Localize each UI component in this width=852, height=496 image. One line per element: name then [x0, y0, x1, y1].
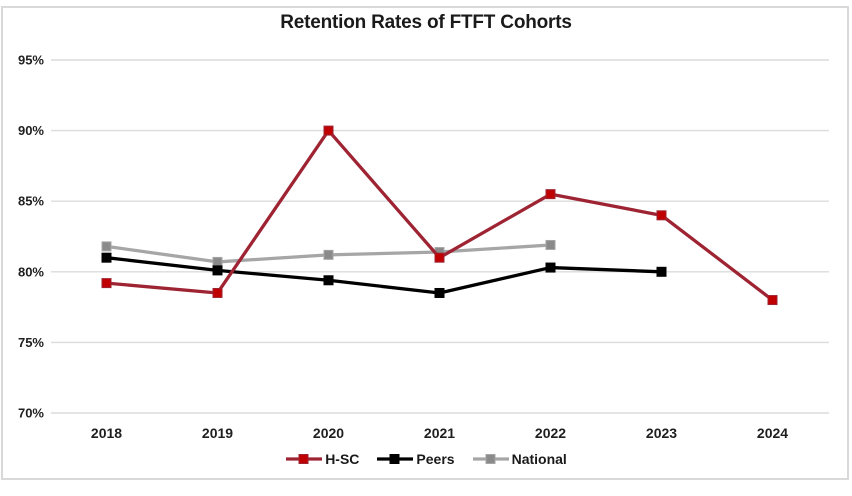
- data-point-marker: [212, 265, 223, 276]
- data-point-marker: [101, 241, 112, 252]
- y-tick-label: 85%: [18, 194, 44, 209]
- data-point-marker: [434, 287, 445, 298]
- data-point-marker: [545, 262, 556, 273]
- data-point-marker: [656, 210, 667, 221]
- legend-swatch-national: [472, 454, 509, 464]
- legend-marker: [485, 454, 496, 464]
- legend-marker: [389, 454, 400, 464]
- data-point-marker: [101, 278, 112, 289]
- data-point-marker: [212, 287, 223, 298]
- series-peers: [101, 252, 667, 298]
- x-tick-label: 2024: [757, 425, 788, 441]
- data-point-marker: [101, 252, 112, 263]
- legend-item-peers: Peers: [376, 451, 455, 467]
- legend: H-SC Peers National: [0, 451, 852, 467]
- legend-label-peers: Peers: [416, 451, 455, 467]
- data-point-marker: [545, 239, 556, 250]
- x-tick-label: 2018: [91, 425, 122, 441]
- chart-title: Retention Rates of FTFT Cohorts: [280, 12, 572, 33]
- series-line: [104, 128, 775, 302]
- y-tick-label: 95%: [18, 53, 44, 68]
- data-point-marker: [323, 125, 334, 136]
- data-point-marker: [767, 295, 778, 306]
- y-tick-label: 75%: [18, 335, 44, 350]
- data-point-marker: [434, 252, 445, 263]
- legend-swatch-hsc: [286, 454, 323, 464]
- y-tick-label: 90%: [18, 123, 44, 138]
- x-tick-label: 2021: [424, 425, 455, 441]
- series-national: [101, 239, 556, 267]
- gridlines: [51, 59, 829, 414]
- data-point-marker: [545, 189, 556, 200]
- legend-marker: [298, 454, 309, 464]
- x-tick-label: 2023: [646, 425, 677, 441]
- data-point-marker: [656, 266, 667, 277]
- legend-item-hsc: H-SC: [285, 451, 359, 467]
- data-point-marker: [323, 275, 334, 286]
- y-tick-label: 80%: [18, 264, 44, 279]
- y-tick-label: 70%: [18, 406, 44, 421]
- legend-swatch-peers: [377, 454, 414, 464]
- x-tick-label: 2022: [535, 425, 566, 441]
- series-h-sc: [101, 125, 778, 306]
- x-tick-label: 2020: [313, 425, 344, 441]
- x-tick-label: 2019: [202, 425, 233, 441]
- data-point-marker: [212, 256, 223, 267]
- legend-item-national: National: [472, 451, 567, 467]
- data-point-marker: [323, 249, 334, 260]
- x-axis-labels: 2018 2019 2020 2021 2022 2023 2024: [91, 425, 788, 441]
- legend-label-national: National: [511, 451, 567, 467]
- legend-label-hsc: H-SC: [325, 451, 360, 467]
- series-line: [104, 256, 664, 295]
- y-axis-labels: 95% 90% 85% 80% 75% 70%: [18, 53, 44, 421]
